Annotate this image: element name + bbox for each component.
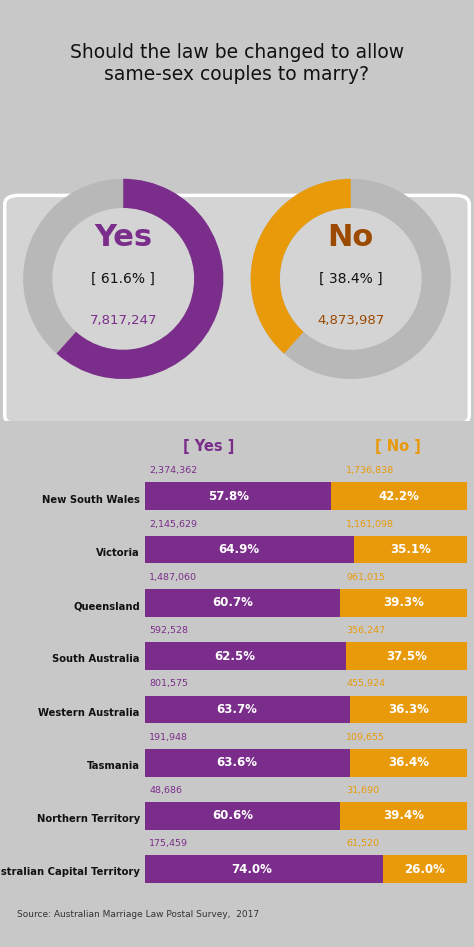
Text: 39.3%: 39.3% <box>383 597 424 609</box>
FancyBboxPatch shape <box>145 802 340 830</box>
Text: 801,575: 801,575 <box>149 679 188 688</box>
Text: Should the law be changed to allow
same-sex couples to marry?: Should the law be changed to allow same-… <box>70 44 404 84</box>
Wedge shape <box>23 179 223 379</box>
Text: [ 61.6% ]: [ 61.6% ] <box>91 272 155 286</box>
Text: 1,487,060: 1,487,060 <box>149 573 197 581</box>
Text: New South Wales: New South Wales <box>42 494 140 505</box>
Text: 60.7%: 60.7% <box>212 597 253 609</box>
Wedge shape <box>251 179 351 353</box>
Text: 42.2%: 42.2% <box>378 490 419 503</box>
Text: 64.9%: 64.9% <box>218 544 259 556</box>
FancyBboxPatch shape <box>145 749 349 777</box>
Text: 1,161,098: 1,161,098 <box>346 520 394 528</box>
Text: 36.3%: 36.3% <box>388 703 429 716</box>
Text: 61,520: 61,520 <box>346 839 379 849</box>
FancyBboxPatch shape <box>346 642 467 670</box>
Text: South Australia: South Australia <box>52 654 140 665</box>
FancyBboxPatch shape <box>350 695 467 724</box>
Text: 63.6%: 63.6% <box>216 757 257 769</box>
Text: [ No ]: [ No ] <box>375 438 421 454</box>
Text: Western Australia: Western Australia <box>38 707 140 718</box>
Text: [ Yes ]: [ Yes ] <box>183 438 234 454</box>
FancyBboxPatch shape <box>145 695 350 724</box>
Text: 455,924: 455,924 <box>346 679 385 688</box>
Text: 175,459: 175,459 <box>149 839 188 849</box>
Text: Victoria: Victoria <box>96 547 140 558</box>
Text: Source: Australian Marriage Law Postal Survey,  2017: Source: Australian Marriage Law Postal S… <box>17 910 259 920</box>
Text: 2,145,629: 2,145,629 <box>149 520 197 528</box>
Text: 74.0%: 74.0% <box>231 863 273 876</box>
FancyBboxPatch shape <box>331 482 467 510</box>
Text: Yes: Yes <box>94 223 152 252</box>
Text: 4,873,987: 4,873,987 <box>317 314 384 327</box>
Text: 39.4%: 39.4% <box>383 810 424 822</box>
Text: 26.0%: 26.0% <box>404 863 446 876</box>
FancyBboxPatch shape <box>5 195 469 424</box>
Text: 356,247: 356,247 <box>346 626 385 635</box>
FancyBboxPatch shape <box>383 855 467 884</box>
FancyBboxPatch shape <box>349 749 467 777</box>
Wedge shape <box>251 179 451 379</box>
FancyBboxPatch shape <box>145 642 346 670</box>
Text: 37.5%: 37.5% <box>386 650 427 663</box>
Text: 35.1%: 35.1% <box>390 544 431 556</box>
Text: 57.8%: 57.8% <box>208 490 249 503</box>
Text: [ 38.4% ]: [ 38.4% ] <box>319 272 383 286</box>
Text: 31,690: 31,690 <box>346 786 379 795</box>
FancyBboxPatch shape <box>340 802 467 830</box>
Text: 191,948: 191,948 <box>149 733 188 742</box>
FancyBboxPatch shape <box>145 482 331 510</box>
Text: 48,686: 48,686 <box>149 786 182 795</box>
Text: No: No <box>328 223 374 252</box>
FancyBboxPatch shape <box>145 589 340 616</box>
Text: 63.7%: 63.7% <box>217 703 257 716</box>
Text: 592,528: 592,528 <box>149 626 188 635</box>
Text: Northern Territory: Northern Territory <box>36 814 140 824</box>
FancyBboxPatch shape <box>340 589 467 616</box>
Text: 36.4%: 36.4% <box>388 757 428 769</box>
Text: 62.5%: 62.5% <box>215 650 255 663</box>
Text: 961,015: 961,015 <box>346 573 385 581</box>
Text: 60.6%: 60.6% <box>212 810 253 822</box>
Text: 2,374,362: 2,374,362 <box>149 466 198 475</box>
FancyBboxPatch shape <box>354 536 467 563</box>
Text: 1,736,838: 1,736,838 <box>346 466 394 475</box>
Text: Australian Capital Territory: Australian Capital Territory <box>0 867 140 878</box>
Wedge shape <box>56 179 223 379</box>
FancyBboxPatch shape <box>145 855 383 884</box>
Text: Queensland: Queensland <box>73 601 140 611</box>
Text: 7,817,247: 7,817,247 <box>90 314 157 327</box>
Text: 109,655: 109,655 <box>346 733 385 742</box>
Text: Tasmania: Tasmania <box>87 760 140 771</box>
FancyBboxPatch shape <box>145 536 354 563</box>
